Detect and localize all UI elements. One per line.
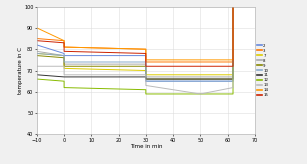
9 — [62, 57, 66, 59]
14 — [35, 27, 39, 29]
13 — [35, 65, 39, 67]
3 — [231, 61, 235, 63]
8 — [231, 76, 235, 78]
11 — [144, 76, 148, 78]
10 — [231, 80, 235, 82]
10 — [62, 55, 66, 57]
10 — [62, 61, 66, 63]
10 — [144, 61, 148, 63]
8 — [62, 55, 66, 57]
8 — [35, 50, 39, 52]
13 — [144, 74, 148, 76]
3 — [62, 40, 66, 42]
15 — [144, 52, 148, 54]
7 — [62, 67, 66, 69]
7 — [35, 52, 39, 54]
13 — [62, 65, 66, 67]
2 — [62, 55, 66, 57]
9 — [144, 65, 148, 67]
3 — [144, 48, 148, 50]
12 — [62, 87, 66, 89]
2 — [144, 55, 148, 57]
11 — [62, 76, 66, 78]
Line: 9: 9 — [37, 0, 255, 79]
Y-axis label: temperature in C: temperature in C — [17, 47, 23, 94]
9 — [62, 65, 66, 67]
8 — [144, 63, 148, 65]
Line: 2: 2 — [37, 0, 255, 81]
13 — [62, 74, 66, 76]
15 — [35, 40, 39, 42]
3 — [62, 46, 66, 48]
11 — [144, 78, 148, 80]
13 — [231, 87, 235, 89]
12 — [231, 93, 235, 95]
13 — [198, 93, 202, 95]
15 — [231, 65, 235, 67]
15 — [62, 42, 66, 44]
12 — [35, 78, 39, 80]
15 — [62, 50, 66, 52]
11 — [62, 76, 66, 78]
Line: 8: 8 — [37, 0, 255, 77]
14 — [144, 59, 148, 61]
9 — [144, 78, 148, 80]
Legend: 2, 3, 7, 8, 9, 10, 11, 12, 13, 14, 15: 2, 3, 7, 8, 9, 10, 11, 12, 13, 14, 15 — [257, 43, 269, 98]
3 — [144, 61, 148, 63]
Line: 11: 11 — [37, 0, 255, 79]
11 — [35, 74, 39, 76]
13 — [144, 84, 148, 86]
Line: 13: 13 — [37, 0, 255, 94]
7 — [62, 55, 66, 57]
15 — [144, 65, 148, 67]
X-axis label: Time in min: Time in min — [130, 144, 162, 149]
7 — [144, 74, 148, 76]
14 — [144, 48, 148, 50]
10 — [35, 52, 39, 54]
3 — [35, 38, 39, 40]
8 — [144, 76, 148, 78]
12 — [144, 89, 148, 91]
2 — [35, 44, 39, 46]
14 — [62, 46, 66, 48]
Line: 15: 15 — [37, 0, 255, 66]
8 — [62, 63, 66, 65]
14 — [62, 40, 66, 42]
14 — [231, 59, 235, 61]
7 — [231, 74, 235, 76]
10 — [144, 80, 148, 82]
7 — [144, 70, 148, 72]
Line: 14: 14 — [37, 0, 255, 60]
12 — [144, 93, 148, 95]
2 — [231, 80, 235, 82]
9 — [35, 55, 39, 57]
Line: 10: 10 — [37, 0, 255, 81]
Line: 3: 3 — [37, 0, 255, 62]
9 — [231, 78, 235, 80]
2 — [144, 80, 148, 82]
2 — [62, 52, 66, 54]
12 — [62, 80, 66, 82]
Line: 12: 12 — [37, 0, 255, 94]
11 — [231, 78, 235, 80]
Line: 7: 7 — [37, 0, 255, 75]
